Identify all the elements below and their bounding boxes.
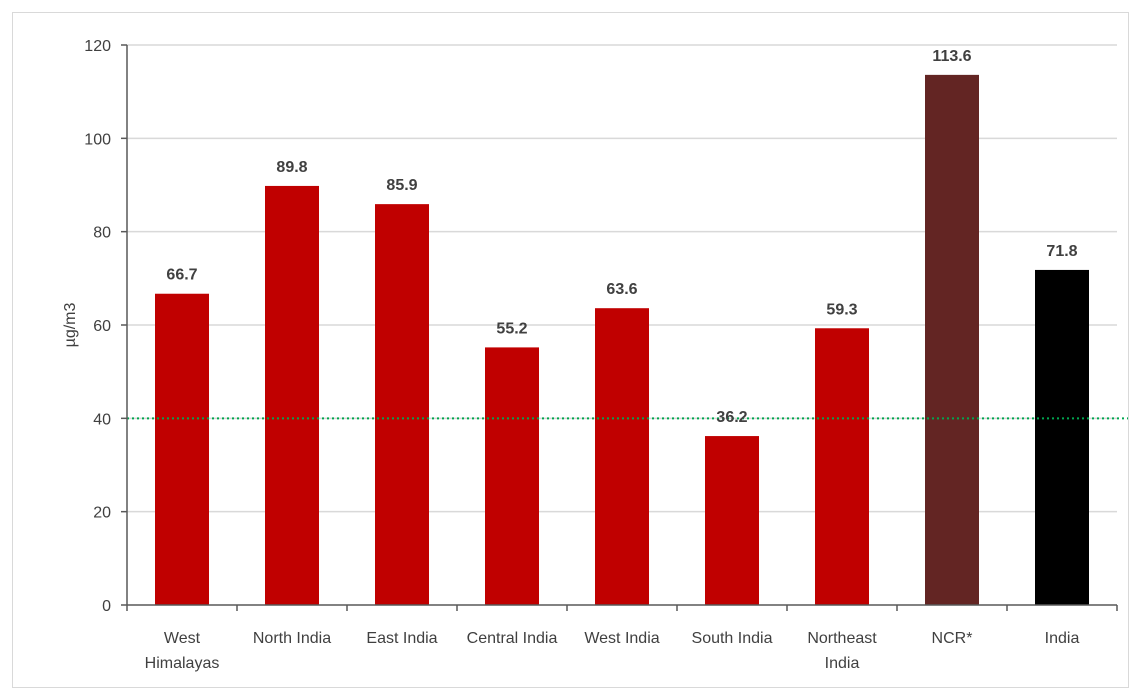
x-category-label: West Himalayas bbox=[145, 630, 220, 672]
y-tick-label: 80 bbox=[93, 225, 111, 242]
y-tick-label: 40 bbox=[93, 411, 111, 428]
x-category-label-line: Northeast bbox=[807, 630, 877, 647]
x-category-label: West India bbox=[584, 630, 659, 647]
bars bbox=[155, 74, 1089, 605]
y-tick-label: 20 bbox=[93, 505, 111, 522]
data-label: 85.9 bbox=[386, 177, 417, 194]
x-category-label: Central India bbox=[467, 630, 558, 647]
bar bbox=[1035, 269, 1089, 605]
data-label: 66.7 bbox=[166, 267, 197, 284]
y-tick-label: 100 bbox=[84, 131, 111, 148]
x-category-label-line: NCR* bbox=[932, 630, 973, 647]
bar bbox=[485, 347, 539, 605]
y-axis-title: µg/m3 bbox=[62, 303, 79, 348]
bar bbox=[375, 204, 429, 605]
x-category-label-line: Central India bbox=[467, 630, 558, 647]
x-category-label-line: South India bbox=[692, 630, 773, 647]
x-category-label-line: East India bbox=[366, 630, 437, 647]
x-category-label-line: Himalayas bbox=[145, 655, 220, 672]
data-label: 36.2 bbox=[716, 409, 747, 426]
data-label: 113.6 bbox=[932, 48, 971, 65]
y-tick-label: 120 bbox=[84, 38, 111, 55]
x-category-label: NCR* bbox=[932, 630, 973, 647]
bar bbox=[705, 436, 759, 605]
x-category-label-line: West India bbox=[584, 630, 659, 647]
x-category-label-line: West bbox=[164, 630, 201, 647]
data-label: 63.6 bbox=[606, 281, 637, 298]
x-category-label-line: India bbox=[1045, 630, 1080, 647]
axes bbox=[121, 44, 1118, 611]
bar bbox=[925, 74, 979, 605]
x-category-labels: West Himalayas North India East India Centra… bbox=[145, 630, 1080, 672]
data-label: 71.8 bbox=[1046, 243, 1077, 260]
bar bbox=[815, 328, 869, 605]
data-label: 89.8 bbox=[276, 159, 307, 176]
bar bbox=[595, 308, 649, 605]
y-tick-label: 0 bbox=[102, 598, 111, 615]
bar bbox=[155, 293, 209, 605]
y-tick-label: 60 bbox=[93, 318, 111, 335]
x-category-label: India bbox=[1045, 630, 1080, 647]
x-category-label: East India bbox=[366, 630, 437, 647]
data-label: 55.2 bbox=[496, 320, 527, 337]
x-category-label-line: North India bbox=[253, 630, 331, 647]
x-category-label-line: India bbox=[825, 655, 860, 672]
data-labels: 66.7 89.8 85.9 55.2 63.6 36.2 59.3 113.6 71.8 bbox=[166, 48, 1077, 426]
y-tick-labels: 0 20 40 60 80 100 120 bbox=[84, 38, 111, 615]
data-label: 59.3 bbox=[826, 301, 857, 318]
x-category-label: North India bbox=[253, 630, 331, 647]
x-category-label: Northeast India bbox=[807, 630, 877, 672]
x-category-label: South India bbox=[692, 630, 773, 647]
bar bbox=[265, 185, 319, 605]
